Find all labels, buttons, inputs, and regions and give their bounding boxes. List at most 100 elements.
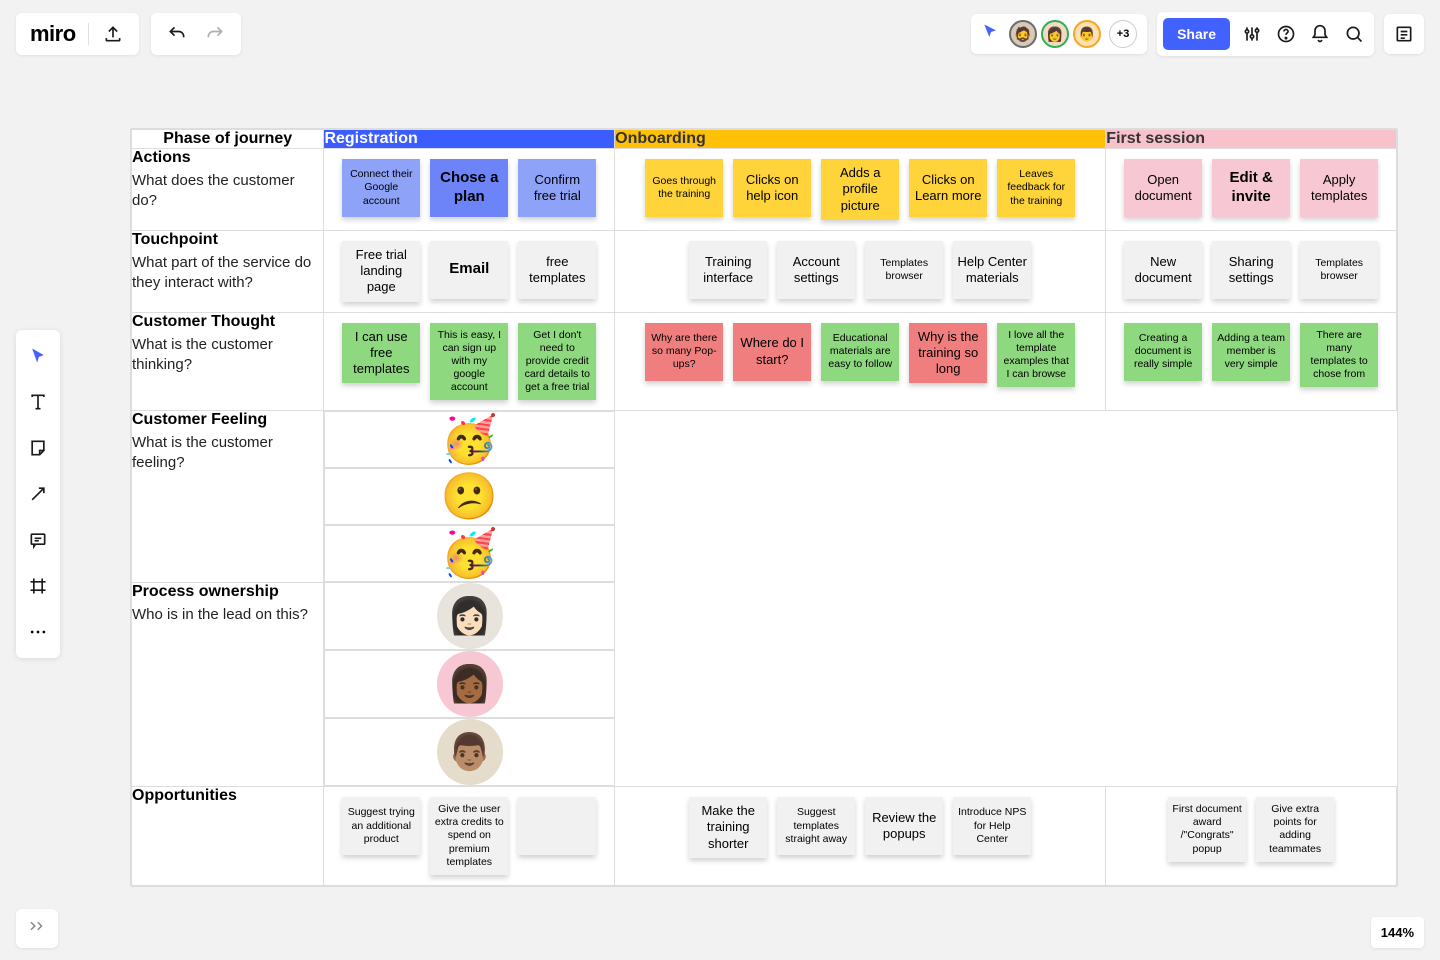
row-label: Customer FeelingWhat is the customer fee… (132, 411, 324, 583)
sticky-note[interactable]: Give extra points for adding teammates (1256, 797, 1334, 862)
sticky-note[interactable]: Clicks on Learn more (909, 159, 987, 217)
sticky-note[interactable]: Account settings (777, 241, 855, 299)
journey-cell[interactable]: I can use free templatesThis is easy, I … (324, 312, 615, 411)
sticky-note[interactable]: Open document (1124, 159, 1202, 217)
row-label: Process ownershipWho is in the lead on t… (132, 582, 324, 787)
sticky-note[interactable]: Make the training shorter (689, 797, 767, 858)
journey-cell[interactable]: 👩🏾 (324, 650, 614, 718)
export-icon[interactable] (101, 22, 125, 46)
comment-tool-icon[interactable] (22, 524, 54, 556)
sticky-note[interactable]: New document (1124, 241, 1202, 299)
share-tools-card: Share (1157, 12, 1374, 56)
journey-cell[interactable]: New documentSharing settingsTemplates br… (1106, 230, 1397, 312)
sticky-note[interactable]: Templates browser (1300, 241, 1378, 299)
sticky-note[interactable]: Suggest trying an additional product (342, 797, 420, 855)
row-label: Opportunities (132, 787, 324, 886)
phase-header[interactable]: First session (1106, 130, 1397, 149)
phase-header[interactable]: Onboarding (615, 130, 1106, 149)
journey-cell[interactable]: 🥳 (324, 411, 614, 468)
sticky-note[interactable] (518, 797, 596, 855)
cursor-group-icon[interactable] (981, 22, 1001, 47)
phase-header[interactable]: Registration (324, 130, 615, 149)
settings-icon[interactable] (1240, 22, 1264, 46)
journey-cell[interactable]: First document award /"Congrats" popupGi… (1106, 787, 1397, 886)
search-icon[interactable] (1342, 22, 1366, 46)
journey-cell[interactable]: Why are there so many Pop-ups?Where do I… (615, 312, 1106, 411)
select-tool-icon[interactable] (22, 340, 54, 372)
more-tools-icon[interactable] (22, 616, 54, 648)
sticky-tool-icon[interactable] (22, 432, 54, 464)
sticky-note[interactable]: I love all the template examples that I … (997, 323, 1075, 388)
share-button[interactable]: Share (1163, 18, 1230, 50)
sticky-note[interactable]: Connect their Google account (342, 159, 420, 217)
sticky-note[interactable]: Training interface (689, 241, 767, 299)
sticky-note[interactable]: Adding a team member is very simple (1212, 323, 1290, 381)
collaborator-avatar[interactable]: 👨 (1073, 20, 1101, 48)
journey-cell[interactable]: Connect their Google accountChose a plan… (324, 149, 615, 231)
help-icon[interactable] (1274, 22, 1298, 46)
frame-tool-icon[interactable] (22, 570, 54, 602)
journey-cell[interactable]: 👨🏽 (324, 718, 614, 786)
collaborator-avatar[interactable]: 🧔 (1009, 20, 1037, 48)
sticky-note[interactable]: Free trial landing page (342, 241, 420, 302)
sticky-note[interactable]: Confirm free trial (518, 159, 596, 217)
sticky-note[interactable]: Where do I start? (733, 323, 811, 381)
sticky-note[interactable]: Goes through the training (645, 159, 723, 217)
zoom-level[interactable]: 144% (1371, 917, 1424, 948)
phase-header-label: Phase of journey (132, 130, 324, 149)
row-label: ActionsWhat does the customer do? (132, 149, 324, 231)
row-label: TouchpointWhat part of the service do th… (132, 230, 324, 312)
owner-avatar: 👩🏻 (437, 583, 503, 649)
sticky-note[interactable]: Apply templates (1300, 159, 1378, 217)
divider (88, 23, 89, 45)
sticky-note[interactable]: Adds a profile picture (821, 159, 899, 220)
miro-logo: miro (30, 21, 76, 47)
journey-cell[interactable]: Suggest trying an additional productGive… (324, 787, 615, 886)
collaborator-avatar[interactable]: 👩 (1041, 20, 1069, 48)
text-tool-icon[interactable] (22, 386, 54, 418)
sticky-note[interactable]: I can use free templates (342, 323, 420, 384)
sticky-note[interactable]: Help Center materials (953, 241, 1031, 299)
logo-board-card[interactable]: miro (16, 13, 139, 55)
sticky-note[interactable]: Templates browser (865, 241, 943, 299)
sticky-note[interactable]: Email (430, 241, 508, 299)
activity-panel-icon[interactable] (1384, 14, 1424, 54)
journey-cell[interactable]: 😕 (324, 468, 614, 525)
journey-cell[interactable]: Training interfaceAccount settingsTempla… (615, 230, 1106, 312)
collaborators-more[interactable]: +3 (1109, 20, 1137, 48)
journey-cell[interactable]: Open documentEdit & inviteApply template… (1106, 149, 1397, 231)
journey-cell[interactable]: Goes through the trainingClicks on help … (615, 149, 1106, 231)
journey-cell[interactable]: Make the training shorterSuggest templat… (615, 787, 1106, 886)
tools-toolbar (16, 330, 60, 658)
sticky-note[interactable]: Why are there so many Pop-ups? (645, 323, 723, 381)
sticky-note[interactable]: Get I don't need to provide credit card … (518, 323, 596, 401)
sticky-note[interactable]: Give the user extra credits to spend on … (430, 797, 508, 875)
sticky-note[interactable]: free templates (518, 241, 596, 299)
notification-icon[interactable] (1308, 22, 1332, 46)
collapse-toolbar-icon[interactable] (16, 909, 58, 948)
sticky-note[interactable]: Edit & invite (1212, 159, 1290, 217)
redo-icon[interactable] (203, 22, 227, 46)
sticky-note[interactable]: Review the popups (865, 797, 943, 855)
sticky-note[interactable]: First document award /"Congrats" popup (1168, 797, 1246, 862)
sticky-note[interactable]: This is easy, I can sign up with my goog… (430, 323, 508, 401)
sticky-note[interactable]: Leaves feedback for the training (997, 159, 1075, 217)
undo-icon[interactable] (165, 22, 189, 46)
journey-board[interactable]: Phase of journeyRegistrationOnboardingFi… (130, 128, 1398, 887)
sticky-note[interactable]: There are many templates to chose from (1300, 323, 1378, 388)
journey-cell[interactable]: 👩🏻 (324, 582, 614, 650)
sticky-note[interactable]: Educational materials are easy to follow (821, 323, 899, 381)
journey-cell[interactable]: Free trial landing pageEmailfree templat… (324, 230, 615, 312)
sticky-note[interactable]: Chose a plan (430, 159, 508, 217)
journey-cell[interactable]: 🥳 (324, 525, 614, 582)
journey-cell[interactable]: Creating a document is really simpleAddi… (1106, 312, 1397, 411)
sticky-note[interactable]: Suggest templates straight away (777, 797, 855, 855)
arrow-tool-icon[interactable] (22, 478, 54, 510)
sticky-note[interactable]: Introduce NPS for Help Center (953, 797, 1031, 855)
sticky-note[interactable]: Why is the training so long (909, 323, 987, 384)
collaborators-card: 🧔👩👨 +3 (971, 14, 1147, 54)
sticky-note[interactable]: Sharing settings (1212, 241, 1290, 299)
sticky-note[interactable]: Creating a document is really simple (1124, 323, 1202, 381)
owner-avatar: 👩🏾 (437, 651, 503, 717)
sticky-note[interactable]: Clicks on help icon (733, 159, 811, 217)
